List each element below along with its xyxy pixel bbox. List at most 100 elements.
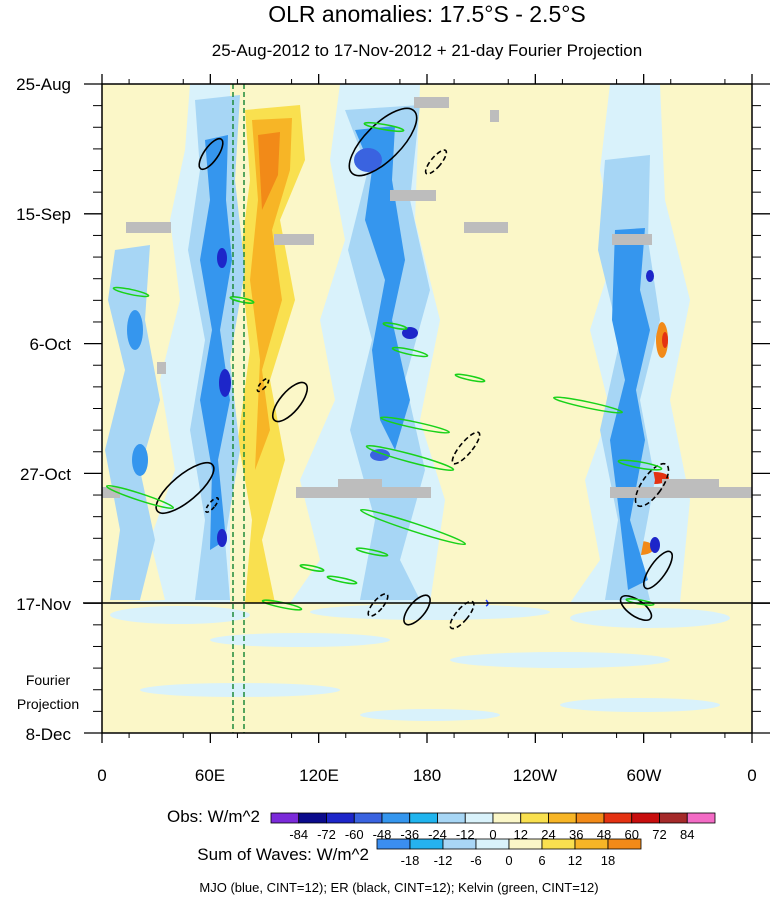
er-contour xyxy=(451,431,481,465)
colorbar-swatch xyxy=(548,812,577,824)
er-contour xyxy=(619,594,653,622)
er-contour xyxy=(449,600,475,630)
colorbar-swatch xyxy=(376,838,411,850)
axis-ticks xyxy=(84,74,770,743)
er-contour xyxy=(403,594,431,626)
y-tick-label: 17-Nov xyxy=(16,595,71,614)
y-axis-labels: 25-Aug 15-Sep 6-Oct 27-Oct 17-Nov 8-Dec … xyxy=(16,75,79,744)
colorbar-swatch xyxy=(686,812,716,824)
colorbar-level-label: -36 xyxy=(400,827,419,842)
er-contour xyxy=(256,377,270,393)
colorbar-swatch xyxy=(603,812,633,824)
obs-colorbar: -84 -72 -60 -48 -36 -24 -12 0 12 24 36 48 60 72 84 xyxy=(270,812,716,842)
colorbar-swatch xyxy=(574,838,609,850)
kelvin-contour xyxy=(105,484,175,510)
colorbar-swatch xyxy=(442,838,477,850)
x-axis-labels: 0 60E 120E 180 120W 60W 0 xyxy=(97,766,756,785)
kelvin-contour xyxy=(359,508,467,546)
y-tick-label: 25-Aug xyxy=(16,75,71,94)
kelvin-contour xyxy=(229,296,255,304)
kelvin-contour xyxy=(617,459,663,471)
kelvin-contour xyxy=(355,547,389,557)
colorbar-swatch xyxy=(270,812,300,824)
colorbar-swatch xyxy=(631,812,660,824)
colorbar-level-label: -12 xyxy=(434,853,453,868)
colorbar-level-label: 0 xyxy=(489,827,496,842)
colorbar-swatch xyxy=(475,838,510,850)
er-contour xyxy=(642,550,674,590)
anomaly-field xyxy=(102,84,752,733)
chart-subtitle: 25-Aug-2012 to 17-Nov-2012 + 21-day Four… xyxy=(212,41,642,60)
colorbar-swatch xyxy=(409,812,438,824)
colorbar-level-label: -48 xyxy=(373,827,392,842)
er-contour xyxy=(634,462,670,508)
convective-suppression-column xyxy=(238,105,669,603)
colorbar-swatch xyxy=(541,838,576,850)
kelvin-contour xyxy=(382,322,408,330)
chart-title: OLR anomalies: 17.5°S - 2.5°S xyxy=(268,1,586,27)
convection-bands xyxy=(105,95,660,600)
colorbar-level-label: 12 xyxy=(514,827,528,842)
kelvin-contour xyxy=(625,598,655,606)
waves-colorbar-label: Sum of Waves: W/m^2 xyxy=(197,845,369,864)
projection-label: Projection xyxy=(17,696,79,712)
x-tick-label: 120E xyxy=(299,766,339,785)
missing-data-bars xyxy=(102,97,752,498)
obs-colorbar-label: Obs: W/m^2 xyxy=(167,807,260,826)
colorbar-swatch xyxy=(381,812,411,824)
colorbar-level-label: -24 xyxy=(428,827,447,842)
x-tick-label: 180 xyxy=(413,766,441,785)
wave-legend-footer: MJO (blue, CINT=12); ER (black, CINT=12)… xyxy=(199,880,598,895)
colorbar-level-label: -60 xyxy=(345,827,364,842)
waves-colorbar: -18 -12 -6 0 6 12 18 xyxy=(376,838,642,868)
colorbar-swatch xyxy=(520,812,549,824)
x-tick-label: 60E xyxy=(195,766,225,785)
colorbar-swatch xyxy=(353,812,383,824)
colorbar-level-label: -12 xyxy=(456,827,475,842)
projection-label: Fourier xyxy=(26,672,71,688)
kelvin-contour xyxy=(365,444,455,472)
colorbar-level-label: 24 xyxy=(541,827,555,842)
colorbar-swatch xyxy=(298,812,327,824)
y-tick-label: 15-Sep xyxy=(16,205,71,224)
er-wave-contours xyxy=(155,107,674,630)
colorbar-level-label: 12 xyxy=(568,853,582,868)
y-tick-label: 6-Oct xyxy=(29,335,71,354)
colorbar-level-label: 84 xyxy=(680,827,694,842)
colorbar-level-label: -84 xyxy=(289,827,308,842)
colorbar-swatch xyxy=(409,838,444,850)
kelvin-wave-contours xyxy=(105,121,663,611)
er-contour xyxy=(198,137,224,171)
colorbar-swatch xyxy=(326,812,355,824)
kelvin-contour xyxy=(326,575,358,585)
colorbar-swatch xyxy=(575,812,605,824)
colorbar-swatch xyxy=(659,812,688,824)
er-contour xyxy=(348,107,418,177)
colorbar-level-label: 48 xyxy=(597,827,611,842)
colorbar-level-label: 60 xyxy=(625,827,639,842)
er-contour xyxy=(204,497,220,513)
colorbar-level-label: 6 xyxy=(538,853,545,868)
colorbar-level-label: 0 xyxy=(505,853,512,868)
colorbar-level-label: -18 xyxy=(401,853,420,868)
colorbar-level-label: -72 xyxy=(317,827,336,842)
colorbar-level-label: 36 xyxy=(569,827,583,842)
y-tick-label: 27-Oct xyxy=(20,465,71,484)
x-tick-label: 60W xyxy=(627,766,662,785)
kelvin-contour xyxy=(391,346,429,358)
er-contour xyxy=(271,381,309,423)
colorbar-swatch xyxy=(508,838,543,850)
y-tick-label: 8-Dec xyxy=(26,725,72,744)
x-tick-label: 0 xyxy=(97,766,106,785)
kelvin-contour xyxy=(299,564,325,572)
kelvin-contour xyxy=(112,286,150,298)
kelvin-contour xyxy=(363,121,405,133)
colorbar-swatch xyxy=(492,812,522,824)
colorbar-swatch xyxy=(437,812,466,824)
colorbar-level-label: 18 xyxy=(601,853,615,868)
colorbar-swatch xyxy=(464,812,494,824)
colorbar-level-label: -6 xyxy=(470,853,482,868)
kelvin-contour xyxy=(454,373,486,383)
